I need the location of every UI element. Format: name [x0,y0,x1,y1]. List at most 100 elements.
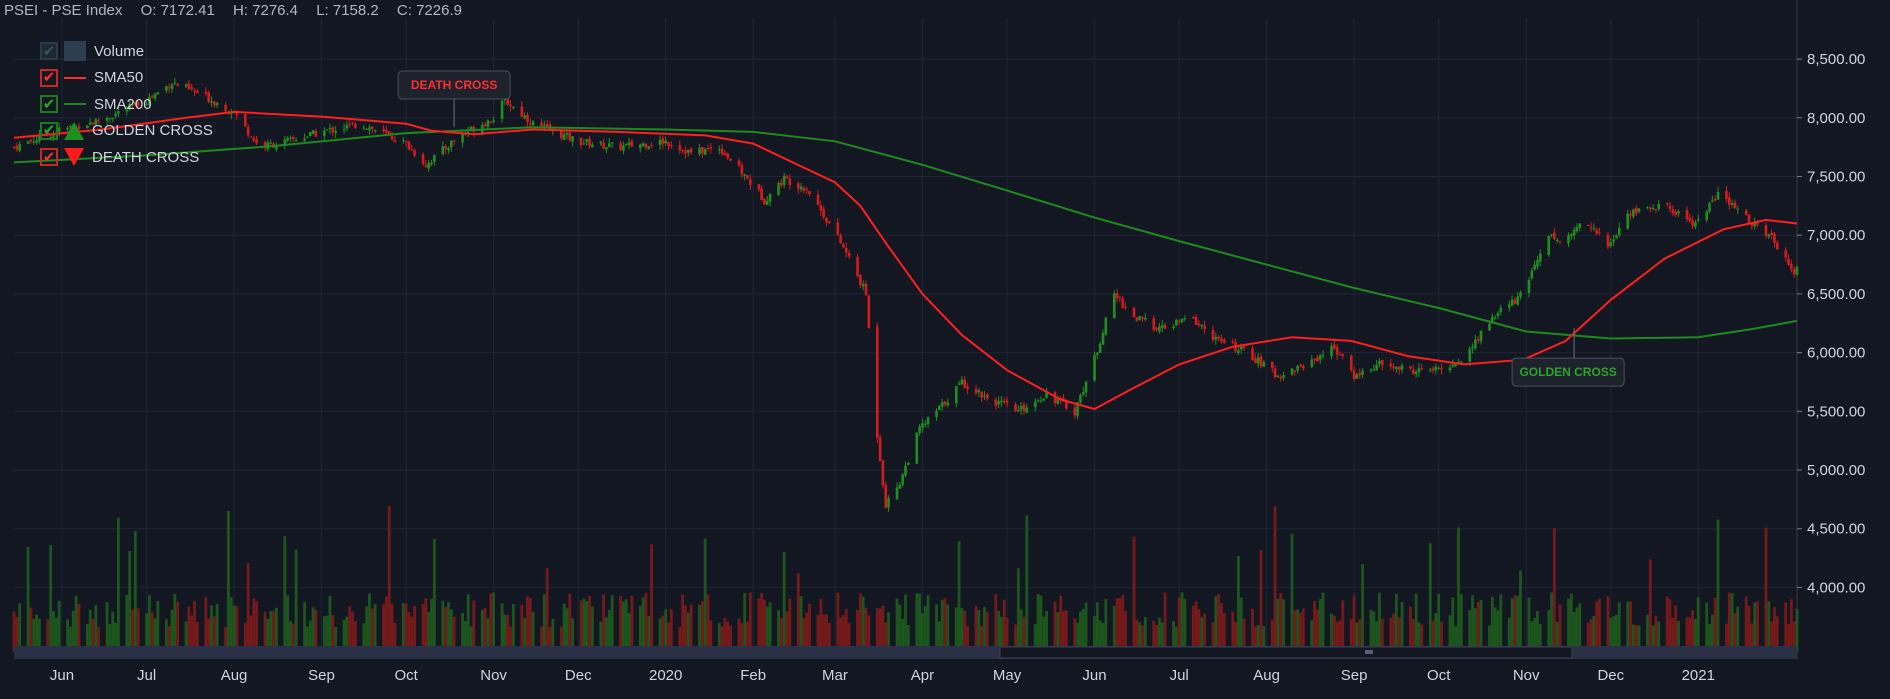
candle-body [729,158,732,161]
volume-bar [1708,624,1711,652]
candle-body [1412,369,1415,374]
volume-bar [1042,616,1046,652]
candle-body [153,93,157,99]
candle-body [726,153,730,159]
candle-body [1550,234,1553,236]
volume-bar [1637,625,1641,652]
volume-bar [638,606,642,652]
volume-bar [1733,613,1737,652]
candle-body [520,106,524,117]
volume-bar [1651,625,1655,652]
volume-bar [342,619,346,652]
volume-bar [348,606,352,652]
candle-body [469,126,473,131]
candle-body [1335,347,1339,355]
low-value: L: 7158.2 [316,2,379,19]
checkbox-icon[interactable]: ✔ [40,121,58,140]
candle-body [718,149,721,151]
candle-body [1293,370,1297,372]
candle-body [1270,361,1274,369]
volume-bar [370,608,374,652]
candle-body [1380,359,1384,366]
volume-bar [748,592,752,652]
volume-bar [1646,614,1649,652]
candle-body [1575,227,1579,232]
volume-bar [1290,534,1294,652]
annotation-golden-cross: GOLDEN CROSS [1511,328,1625,387]
candle-body [1338,354,1342,356]
volume-bar [1434,612,1438,652]
candle-body [167,87,171,89]
candle-body [1361,370,1364,375]
candle-body [35,140,38,143]
volume-bar [509,626,512,652]
candle-body [946,402,950,406]
volume-bar [1172,621,1175,652]
volume-bar [1093,615,1096,652]
legend-item-death-cross[interactable]: ✔ DEATH CROSS [40,144,213,171]
volume-bar [1135,619,1139,652]
volume-bar [195,622,199,652]
candle-body [1358,373,1362,376]
candle-body [345,124,349,129]
legend-item-volume[interactable]: ✔ Volume [40,38,213,65]
candle-body [861,284,865,287]
checkbox-icon[interactable]: ✔ [40,148,58,167]
candle-body [283,139,287,146]
volume-bar [1629,601,1632,652]
legend-item-sma200[interactable]: ✔ SMA200 [40,91,213,118]
candle-body [1341,353,1345,356]
checkbox-icon[interactable]: ✔ [40,68,58,87]
candle-body [1572,229,1576,236]
volume-bar [246,563,250,652]
candle-body [1141,317,1144,319]
volume-bar [1084,602,1088,652]
candle-body [170,84,174,89]
volume-bar [997,611,1000,652]
volume-bar [480,609,484,652]
candle-body [1428,369,1432,371]
volume-bar [1059,595,1063,652]
candle-body [878,437,882,462]
candle-body [1538,253,1542,262]
candle-body [1617,227,1621,236]
volume-bar [227,511,230,652]
volume-bar [1251,608,1254,652]
volume-bar [1369,609,1373,652]
volume-bar [1392,613,1395,652]
volume-bar [954,607,958,652]
candle-body [18,143,21,152]
volume-bar [91,618,95,652]
volume-bar [1527,597,1531,652]
candle-body [540,122,543,127]
candle-body [466,131,470,134]
checkbox-icon[interactable]: ✔ [40,95,58,114]
candle-body [1592,228,1596,230]
volume-bar [85,624,89,652]
volume-bar [1242,618,1246,652]
candle-body [1349,355,1353,371]
candle-body [1333,344,1336,349]
volume-bar [176,601,180,652]
volume-bar [452,616,456,652]
checkbox-icon[interactable]: ✔ [40,42,58,61]
candle-body [1000,400,1003,403]
candle-body [156,92,160,95]
candle-body [788,178,792,186]
volume-bar [1558,604,1562,652]
legend-item-sma50[interactable]: ✔ SMA50 [40,65,213,92]
legend-item-golden-cross[interactable]: ✔ GOLDEN CROSS [40,118,213,145]
volume-bar [842,614,845,652]
volume-bar [74,595,78,652]
candle-body [1705,211,1709,220]
volume-bar [669,608,673,652]
candle-body [1708,203,1711,212]
volume-bar [136,608,140,652]
volume-bar [1770,621,1774,652]
volume-bar [1270,620,1274,652]
candle-body [424,165,428,168]
candle-body [1420,368,1424,370]
volume-bar [461,612,464,652]
